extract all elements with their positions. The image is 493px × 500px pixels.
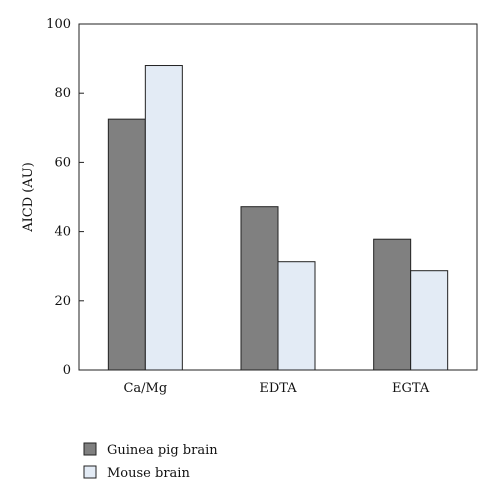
bar-mouse-egta bbox=[410, 270, 449, 371]
legend-label: Guinea pig brain bbox=[107, 443, 218, 458]
x-axis: Ca/Mg EDTA EGTA bbox=[123, 381, 429, 396]
legend-swatch bbox=[83, 442, 97, 456]
x-tick-label: EGTA bbox=[392, 381, 430, 396]
legend: Guinea pig brain Mouse brain bbox=[83, 442, 218, 481]
y-axis-title: AICD (AU) bbox=[21, 162, 36, 233]
bar-mouse-edta bbox=[277, 261, 316, 371]
x-tick-label: EDTA bbox=[259, 381, 297, 396]
y-axis: 0 20 40 60 80 100 bbox=[46, 17, 84, 378]
y-tick-label: 40 bbox=[54, 225, 71, 240]
legend-swatch bbox=[83, 465, 97, 479]
x-tick-label: Ca/Mg bbox=[123, 381, 167, 396]
legend-label: Mouse brain bbox=[107, 466, 190, 481]
bar-mouse-ca-mg bbox=[144, 65, 183, 371]
bars bbox=[107, 65, 449, 371]
bar-guinea-pig-edta bbox=[240, 206, 279, 371]
bar-guinea-pig-egta bbox=[373, 238, 412, 371]
bar-guinea-pig-ca-mg bbox=[107, 118, 146, 371]
y-tick-label: 100 bbox=[46, 17, 71, 32]
y-tick-label: 0 bbox=[63, 363, 71, 378]
y-tick-label: 60 bbox=[54, 155, 71, 170]
y-tick-label: 80 bbox=[54, 86, 71, 101]
y-tick-label: 20 bbox=[54, 294, 71, 309]
